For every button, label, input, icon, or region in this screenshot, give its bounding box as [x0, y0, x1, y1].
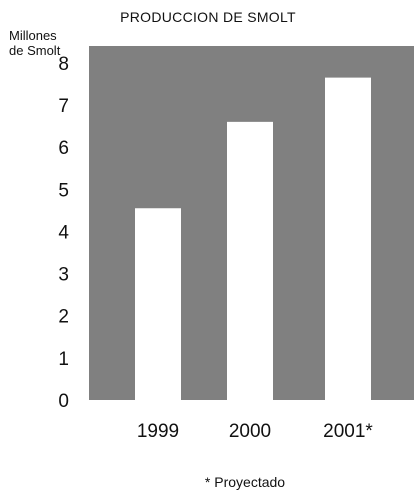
- y-tick-label: 8: [58, 54, 69, 75]
- y-tick-label: 2: [58, 307, 69, 328]
- y-tick-label: 5: [58, 180, 69, 201]
- y-tick-label: 3: [58, 265, 69, 286]
- x-tick-label: 2001*: [323, 421, 373, 442]
- x-tick-label: 1999: [137, 421, 179, 442]
- footnote: * Proyectado: [204, 474, 286, 490]
- bar-1999: [135, 208, 181, 400]
- y-tick-label: 7: [58, 96, 69, 117]
- y-axis-label-line-1: Millones: [9, 28, 57, 43]
- chart-title: PRODUCCION DE SMOLT: [120, 9, 296, 25]
- y-axis-label-line-2: de Smolt: [9, 43, 61, 58]
- y-tick-label: 4: [58, 222, 69, 243]
- y-tick-label: 6: [58, 138, 69, 159]
- bar-2001: [325, 77, 371, 400]
- plot-layer: 0 1 2 3 4 5 6 7 8 1999 2000 2001*: [58, 46, 414, 442]
- bar-2000: [227, 121, 273, 400]
- x-tick-label: 2000: [229, 421, 271, 442]
- y-tick-label: 0: [58, 391, 69, 412]
- y-tick-label: 1: [58, 349, 69, 370]
- y-axis-label: Millones de Smolt: [9, 28, 79, 58]
